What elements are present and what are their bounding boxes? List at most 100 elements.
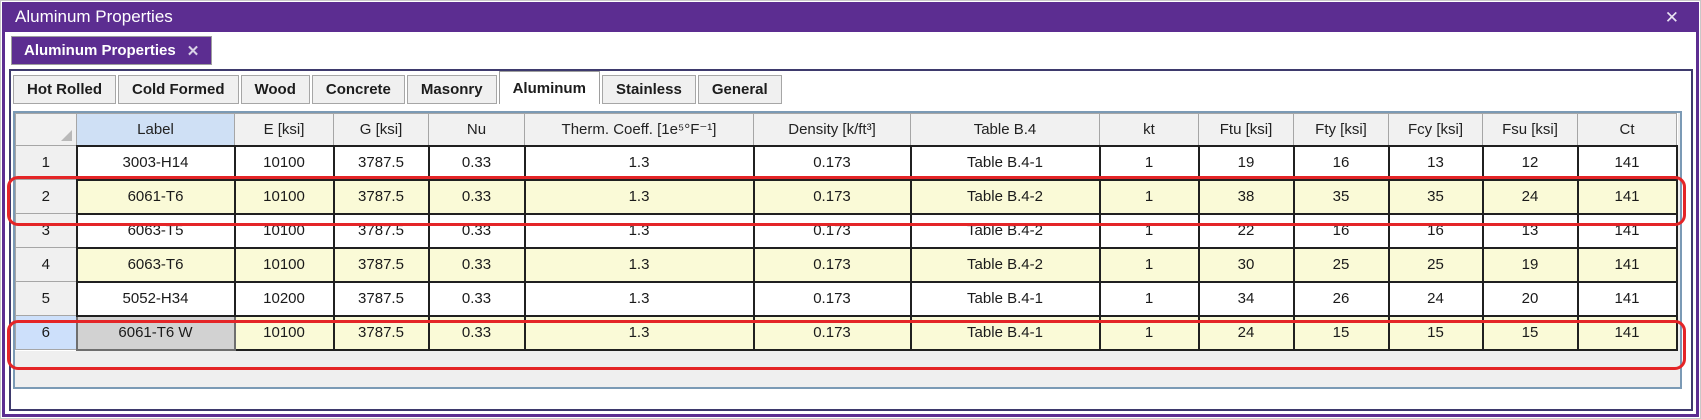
cell-fsu-row-4[interactable]: 19 <box>1481 246 1579 283</box>
row-number-6[interactable]: 6 <box>15 315 77 350</box>
cell-ftu-row-3[interactable]: 22 <box>1197 212 1295 249</box>
cell-table_b4-row-6[interactable]: Table B.4-1 <box>909 314 1101 351</box>
cell-ct-row-6[interactable]: 141 <box>1576 314 1678 351</box>
cell-ct-row-2[interactable]: 141 <box>1576 178 1678 215</box>
cell-ct-row-1[interactable]: 141 <box>1576 144 1678 181</box>
cell-density-row-6[interactable]: 0.173 <box>752 314 912 351</box>
tab-masonry[interactable]: Masonry <box>406 75 497 104</box>
col-header-fsu-ksi[interactable]: Fsu [ksi] <box>1482 113 1578 146</box>
cell-e-row-1[interactable]: 10100 <box>233 144 335 181</box>
cell-ct-row-5[interactable]: 141 <box>1576 280 1678 317</box>
col-header-kt[interactable]: kt <box>1099 113 1199 146</box>
cell-therm-row-1[interactable]: 1.3 <box>523 144 755 181</box>
cell-nu-row-3[interactable]: 0.33 <box>427 212 526 249</box>
cell-density-row-3[interactable]: 0.173 <box>752 212 912 249</box>
col-header-ct[interactable]: Ct <box>1577 113 1677 146</box>
cell-nu-row-1[interactable]: 0.33 <box>427 144 526 181</box>
cell-e-row-6[interactable]: 10100 <box>233 314 335 351</box>
cell-ftu-row-4[interactable]: 30 <box>1197 246 1295 283</box>
cell-density-row-4[interactable]: 0.173 <box>752 246 912 283</box>
cell-ftu-row-6[interactable]: 24 <box>1197 314 1295 351</box>
cell-therm-row-5[interactable]: 1.3 <box>523 280 755 317</box>
col-header-g-ksi[interactable]: G [ksi] <box>333 113 429 146</box>
cell-g-row-6[interactable]: 3787.5 <box>332 314 430 351</box>
cell-ftu-row-1[interactable]: 19 <box>1197 144 1295 181</box>
col-header-fcy-ksi[interactable]: Fcy [ksi] <box>1388 113 1483 146</box>
tab-cold-formed[interactable]: Cold Formed <box>118 75 239 104</box>
cell-fty-row-2[interactable]: 35 <box>1292 178 1390 215</box>
cell-kt-row-5[interactable]: 1 <box>1098 280 1200 317</box>
cell-label-row-6[interactable]: 6061-T6 W <box>75 314 236 351</box>
cell-fty-row-6[interactable]: 15 <box>1292 314 1390 351</box>
cell-table_b4-row-4[interactable]: Table B.4-2 <box>909 246 1101 283</box>
cell-fcy-row-5[interactable]: 24 <box>1387 280 1484 317</box>
cell-table_b4-row-2[interactable]: Table B.4-2 <box>909 178 1101 215</box>
cell-fcy-row-1[interactable]: 13 <box>1387 144 1484 181</box>
cell-therm-row-3[interactable]: 1.3 <box>523 212 755 249</box>
cell-nu-row-5[interactable]: 0.33 <box>427 280 526 317</box>
col-header-therm-coeff-1e-f[interactable]: Therm. Coeff. [1e⁵°F⁻¹] <box>524 113 754 146</box>
tab-hot-rolled[interactable]: Hot Rolled <box>13 75 116 104</box>
cell-therm-row-6[interactable]: 1.3 <box>523 314 755 351</box>
cell-label-row-5[interactable]: 5052-H34 <box>75 280 236 317</box>
cell-therm-row-4[interactable]: 1.3 <box>523 246 755 283</box>
cell-kt-row-6[interactable]: 1 <box>1098 314 1200 351</box>
tab-aluminum[interactable]: Aluminum <box>498 71 600 104</box>
col-header-e-ksi[interactable]: E [ksi] <box>234 113 334 146</box>
cell-kt-row-1[interactable]: 1 <box>1098 144 1200 181</box>
cell-fty-row-1[interactable]: 16 <box>1292 144 1390 181</box>
cell-fcy-row-3[interactable]: 16 <box>1387 212 1484 249</box>
cell-g-row-1[interactable]: 3787.5 <box>332 144 430 181</box>
tab-general[interactable]: General <box>697 75 782 104</box>
tab-stainless[interactable]: Stainless <box>601 75 696 104</box>
cell-e-row-2[interactable]: 10100 <box>233 178 335 215</box>
col-header-label[interactable]: Label <box>76 113 235 146</box>
document-tab-close-icon[interactable]: ✕ <box>186 42 200 60</box>
cell-g-row-3[interactable]: 3787.5 <box>332 212 430 249</box>
cell-label-row-2[interactable]: 6061-T6 <box>75 178 236 215</box>
cell-ct-row-4[interactable]: 141 <box>1576 246 1678 283</box>
cell-label-row-1[interactable]: 3003-H14 <box>75 144 236 181</box>
cell-therm-row-2[interactable]: 1.3 <box>523 178 755 215</box>
cell-e-row-3[interactable]: 10100 <box>233 212 335 249</box>
cell-fcy-row-4[interactable]: 25 <box>1387 246 1484 283</box>
cell-fsu-row-2[interactable]: 24 <box>1481 178 1579 215</box>
cell-ct-row-3[interactable]: 141 <box>1576 212 1678 249</box>
cell-g-row-4[interactable]: 3787.5 <box>332 246 430 283</box>
tab-wood[interactable]: Wood <box>240 75 310 104</box>
document-tab-aluminum-properties[interactable]: Aluminum Properties ✕ <box>11 36 213 65</box>
cell-fsu-row-3[interactable]: 13 <box>1481 212 1579 249</box>
cell-density-row-1[interactable]: 0.173 <box>752 144 912 181</box>
cell-table_b4-row-1[interactable]: Table B.4-1 <box>909 144 1101 181</box>
cell-table_b4-row-3[interactable]: Table B.4-2 <box>909 212 1101 249</box>
col-header-ftu-ksi[interactable]: Ftu [ksi] <box>1198 113 1294 146</box>
cell-fcy-row-2[interactable]: 35 <box>1387 178 1484 215</box>
row-number-3[interactable]: 3 <box>15 213 77 248</box>
row-number-1[interactable]: 1 <box>15 145 77 180</box>
cell-nu-row-4[interactable]: 0.33 <box>427 246 526 283</box>
cell-fty-row-3[interactable]: 16 <box>1292 212 1390 249</box>
cell-table_b4-row-5[interactable]: Table B.4-1 <box>909 280 1101 317</box>
cell-label-row-3[interactable]: 6063-T5 <box>75 212 236 249</box>
cell-ftu-row-2[interactable]: 38 <box>1197 178 1295 215</box>
col-header-density-k-ft[interactable]: Density [k/ft³] <box>753 113 911 146</box>
col-header-nu[interactable]: Nu <box>428 113 525 146</box>
cell-density-row-5[interactable]: 0.173 <box>752 280 912 317</box>
col-header-table-b-4[interactable]: Table B.4 <box>910 113 1100 146</box>
row-number-4[interactable]: 4 <box>15 247 77 282</box>
cell-g-row-5[interactable]: 3787.5 <box>332 280 430 317</box>
cell-kt-row-4[interactable]: 1 <box>1098 246 1200 283</box>
cell-label-row-4[interactable]: 6063-T6 <box>75 246 236 283</box>
window-close-icon[interactable]: ✕ <box>1664 7 1679 27</box>
cell-fty-row-5[interactable]: 26 <box>1292 280 1390 317</box>
cell-e-row-5[interactable]: 10200 <box>233 280 335 317</box>
cell-e-row-4[interactable]: 10100 <box>233 246 335 283</box>
cell-g-row-2[interactable]: 3787.5 <box>332 178 430 215</box>
cell-nu-row-2[interactable]: 0.33 <box>427 178 526 215</box>
row-number-5[interactable]: 5 <box>15 281 77 316</box>
cell-fsu-row-6[interactable]: 15 <box>1481 314 1579 351</box>
cell-kt-row-2[interactable]: 1 <box>1098 178 1200 215</box>
tab-concrete[interactable]: Concrete <box>311 75 405 104</box>
select-all-corner[interactable] <box>15 113 77 146</box>
cell-nu-row-6[interactable]: 0.33 <box>427 314 526 351</box>
